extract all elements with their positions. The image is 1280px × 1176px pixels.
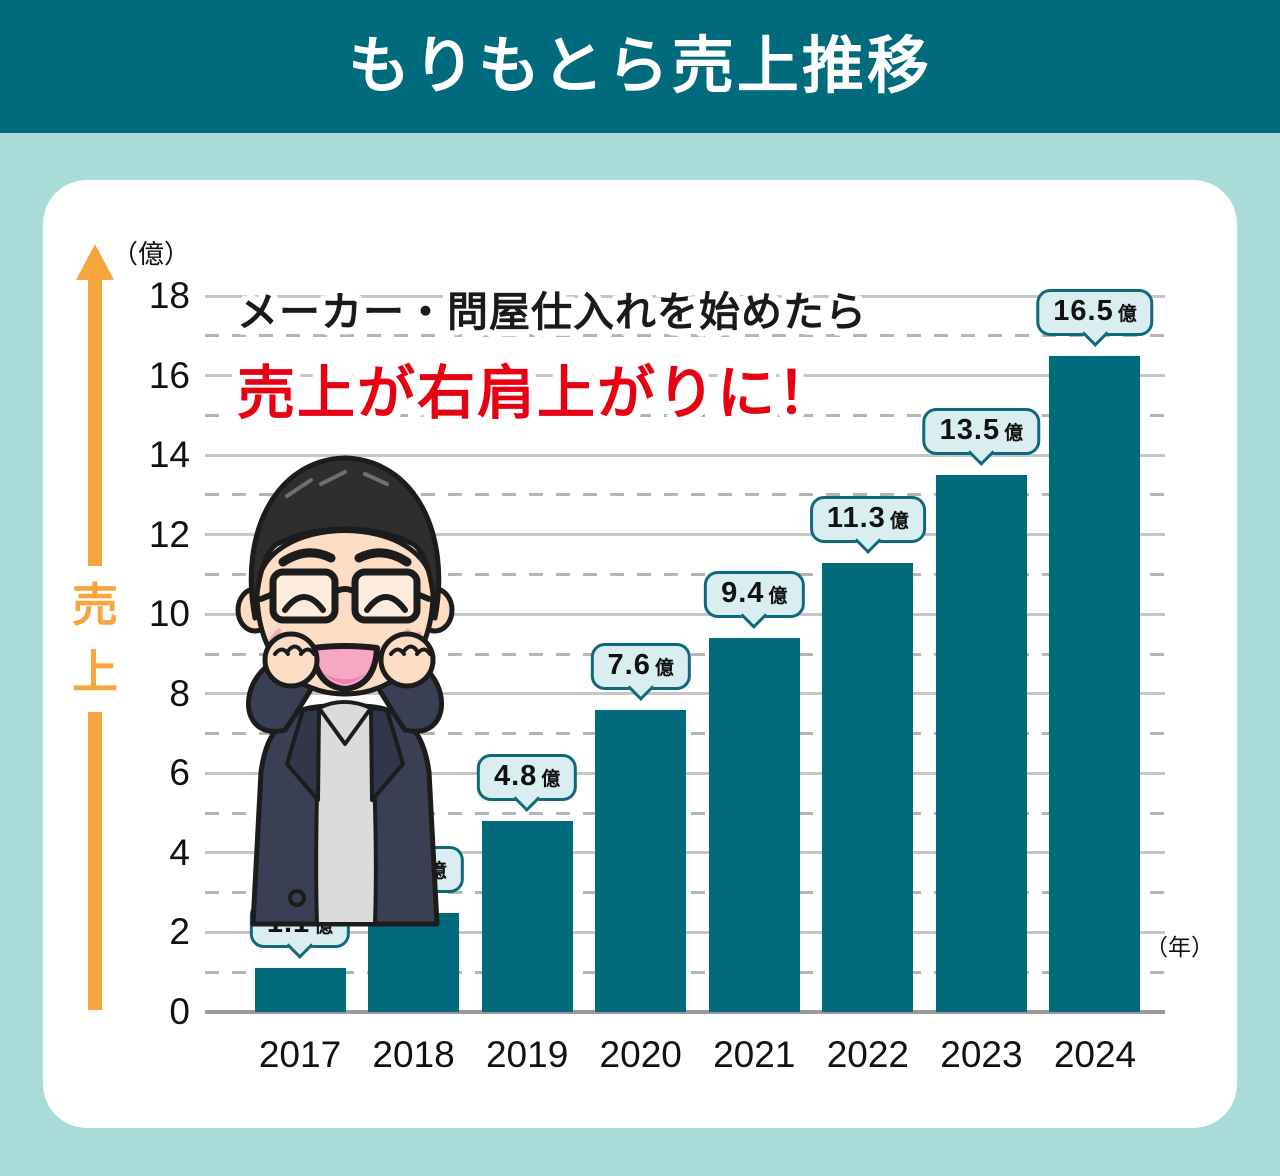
y-tick-label: 16 xyxy=(148,354,190,396)
x-tick-label: 2023 xyxy=(940,1034,1023,1075)
y-axis-label: 売上 xyxy=(72,579,118,698)
callout-unit: 億 xyxy=(768,586,788,608)
gridline xyxy=(205,692,1165,696)
callout-unit: 億 xyxy=(1117,303,1137,325)
annotation: メーカー・問屋仕入れを始めたら 売上が右肩上がりに！ xyxy=(237,278,867,430)
y-axis-unit-label: （億） xyxy=(111,239,190,269)
bar-2024 xyxy=(1049,355,1141,1012)
x-tick-label: 2018 xyxy=(372,1034,455,1075)
callout-value: 13.5 xyxy=(939,414,1001,446)
value-callout-2022: 11.3 億 xyxy=(809,495,926,543)
bar-2019 xyxy=(481,821,573,1012)
bar-2017 xyxy=(254,968,346,1012)
value-callout-2020: 7.6 億 xyxy=(590,642,691,690)
annotation-line-1: メーカー・問屋仕入れを始めたら xyxy=(237,289,867,335)
callout-value: 16.5 xyxy=(1053,294,1114,327)
y-tick-label: 14 xyxy=(148,434,190,476)
callout-unit: 億 xyxy=(654,657,674,679)
y-tick-label: 18 xyxy=(148,275,190,316)
page-title: もりもとら売上推移 xyxy=(348,32,932,101)
mascot-fist-right xyxy=(378,631,436,689)
gridline xyxy=(205,572,1165,576)
mascot-illustration xyxy=(235,455,455,927)
x-tick-label: 2022 xyxy=(826,1034,909,1075)
x-tick-label: 2021 xyxy=(713,1034,796,1075)
header-band: もりもとら売上推移 xyxy=(0,0,1280,133)
gridline xyxy=(205,374,1165,378)
gridline xyxy=(205,453,1165,457)
gridline xyxy=(205,533,1165,537)
x-axis-line xyxy=(205,1010,1165,1014)
bar-2020 xyxy=(595,709,687,1012)
y-tick-label: 2 xyxy=(169,911,190,953)
callout-value: 4.8 xyxy=(493,760,538,793)
callout-unit: 億 xyxy=(889,510,909,532)
gridline xyxy=(205,612,1165,616)
y-tick-label: 6 xyxy=(169,752,190,794)
callout-unit: 億 xyxy=(541,769,561,791)
mascot-fist-left xyxy=(262,631,320,689)
value-callout-2021: 9.4 億 xyxy=(704,571,805,619)
callout-unit: 億 xyxy=(1004,423,1024,444)
gridline xyxy=(205,413,1165,417)
gridline xyxy=(205,334,1165,338)
x-tick-label: 2020 xyxy=(599,1034,682,1075)
value-callout-2023: 13.5 億 xyxy=(922,408,1041,455)
y-tick-label: 0 xyxy=(169,991,190,1032)
y-tick-label: 8 xyxy=(169,672,190,714)
y-tick-label: 10 xyxy=(148,593,190,635)
gridline xyxy=(205,294,1165,298)
value-callout-2024: 16.5 億 xyxy=(1036,288,1154,336)
mascot-hair xyxy=(248,455,442,621)
callout-value: 11.3 xyxy=(826,501,886,534)
y-tick-label: 12 xyxy=(148,513,190,555)
y-axis-tick-labels: 0 2 4 6 8 10 12 14 16 18 xyxy=(43,180,190,1128)
callout-value: 7.6 xyxy=(607,648,651,681)
bar-2023 xyxy=(935,475,1027,1012)
bar-2022 xyxy=(822,562,914,1012)
up-arrow-icon xyxy=(76,244,114,280)
y-axis-arrow-shaft-bottom xyxy=(88,712,102,1010)
y-tick-label: 4 xyxy=(169,831,190,873)
mascot-mouth xyxy=(310,643,380,692)
bar-2018 xyxy=(368,912,460,1012)
y-axis-arrow-shaft-top xyxy=(88,278,102,566)
gridline xyxy=(205,493,1165,497)
callout-value: 9.4 xyxy=(721,577,765,610)
x-tick-label: 2019 xyxy=(485,1034,569,1075)
plot-area: 1.1億20172.5億20184.8億20197.6億20209.4億2021… xyxy=(205,288,1165,1075)
x-tick-label: 2017 xyxy=(258,1034,342,1075)
x-axis-unit-label: （年） xyxy=(1145,934,1214,960)
value-callout-2019: 4.8 億 xyxy=(476,754,578,802)
annotation-line-2: 売上が右肩上がりに！ xyxy=(237,361,838,426)
x-tick-label: 2024 xyxy=(1053,1034,1137,1075)
bar-2021 xyxy=(708,638,800,1012)
